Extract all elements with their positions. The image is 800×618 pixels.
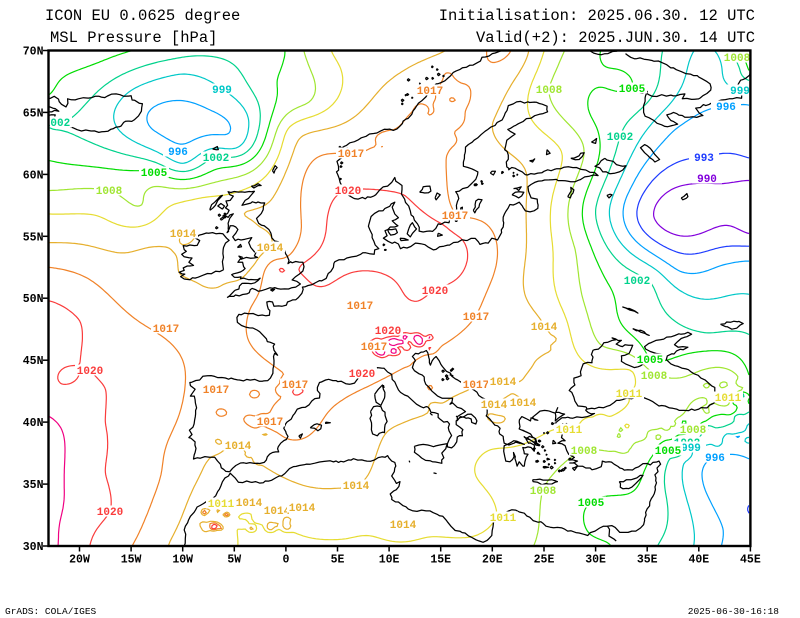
svg-text:35E: 35E [637,554,658,567]
svg-text:1014: 1014 [510,398,537,410]
svg-text:1008: 1008 [530,486,557,498]
svg-text:1020: 1020 [77,366,103,378]
svg-text:1005: 1005 [619,84,646,96]
svg-text:1014: 1014 [481,400,508,412]
svg-text:1014: 1014 [170,229,197,241]
svg-text:GrADS: COLA/IGES: GrADS: COLA/IGES [5,606,97,617]
svg-text:30E: 30E [585,554,606,567]
svg-text:1011: 1011 [616,389,643,401]
svg-text:1017: 1017 [203,385,229,397]
svg-text:1014: 1014 [490,377,517,389]
svg-text:999: 999 [212,85,232,97]
svg-text:1008: 1008 [724,53,751,65]
svg-text:1002: 1002 [624,276,650,288]
svg-text:20W: 20W [69,554,90,567]
svg-text:1017: 1017 [361,342,387,354]
svg-text:10E: 10E [379,554,400,567]
svg-text:65N: 65N [23,107,44,120]
svg-text:60N: 60N [23,169,44,182]
svg-text:30N: 30N [23,541,44,554]
svg-text:1002: 1002 [203,153,229,165]
svg-text:10W: 10W [172,554,193,567]
svg-text:1020: 1020 [375,326,401,338]
svg-text:1002: 1002 [44,118,70,130]
svg-text:55N: 55N [23,231,44,244]
svg-text:1020: 1020 [97,507,123,519]
svg-text:MSL Pressure [hPa]: MSL Pressure [hPa] [50,29,217,47]
svg-text:1011: 1011 [715,393,742,405]
svg-text:5E: 5E [331,554,345,567]
svg-text:1017: 1017 [463,380,489,392]
svg-text:996: 996 [716,102,736,114]
svg-text:40E: 40E [688,554,709,567]
svg-text:1002: 1002 [607,132,633,144]
svg-text:35N: 35N [23,479,44,492]
svg-text:1008: 1008 [536,85,563,97]
svg-text:1020: 1020 [335,186,361,198]
svg-text:993: 993 [694,153,714,165]
svg-text:1011: 1011 [490,513,517,525]
svg-text:1014: 1014 [257,243,284,255]
svg-text:1017: 1017 [463,312,489,324]
svg-text:1014: 1014 [531,322,558,334]
svg-text:1005: 1005 [655,446,682,458]
svg-text:1020: 1020 [422,286,448,298]
svg-text:1005: 1005 [141,168,168,180]
svg-text:1014: 1014 [289,503,316,515]
svg-text:1014: 1014 [236,498,263,510]
svg-text:ICON EU 0.0625 degree: ICON EU 0.0625 degree [45,7,240,25]
svg-text:1005: 1005 [637,355,664,367]
svg-text:Valid(+2): 2025.JUN.30. 14 UTC: Valid(+2): 2025.JUN.30. 14 UTC [476,29,755,47]
svg-text:1008: 1008 [680,425,707,437]
svg-text:45N: 45N [23,355,44,368]
svg-text:1011: 1011 [556,425,583,437]
svg-text:1008: 1008 [641,371,668,383]
svg-text:15W: 15W [121,554,142,567]
svg-text:996: 996 [705,453,725,465]
svg-text:1017: 1017 [153,324,179,336]
svg-text:1014: 1014 [390,520,417,532]
svg-text:50N: 50N [23,293,44,306]
svg-text:1011: 1011 [208,499,235,511]
svg-text:5W: 5W [227,554,241,567]
svg-text:Initialisation: 2025.06.30. 12: Initialisation: 2025.06.30. 12 UTC [439,7,755,25]
svg-text:1020: 1020 [349,369,375,381]
svg-text:999: 999 [681,443,701,455]
svg-text:1005: 1005 [578,498,605,510]
svg-text:1017: 1017 [417,86,443,98]
svg-text:0: 0 [282,554,289,567]
svg-text:996: 996 [168,147,188,159]
svg-text:2025-06-30-16:18: 2025-06-30-16:18 [688,606,780,617]
svg-text:1017: 1017 [347,301,373,313]
svg-text:1014: 1014 [225,441,252,453]
svg-text:1014: 1014 [343,481,370,493]
svg-text:1008: 1008 [96,186,123,198]
svg-text:25E: 25E [534,554,555,567]
svg-text:20E: 20E [482,554,503,567]
svg-text:1014: 1014 [264,506,291,518]
svg-text:1017: 1017 [338,149,364,161]
svg-text:40N: 40N [23,417,44,430]
svg-text:15E: 15E [430,554,451,567]
svg-text:70N: 70N [23,46,44,59]
svg-text:1017: 1017 [442,211,468,223]
svg-text:1017: 1017 [282,380,308,392]
svg-text:45E: 45E [740,554,761,567]
svg-text:990: 990 [697,174,717,186]
svg-text:999: 999 [730,86,750,98]
svg-text:1017: 1017 [257,417,283,429]
svg-text:1008: 1008 [571,446,598,458]
